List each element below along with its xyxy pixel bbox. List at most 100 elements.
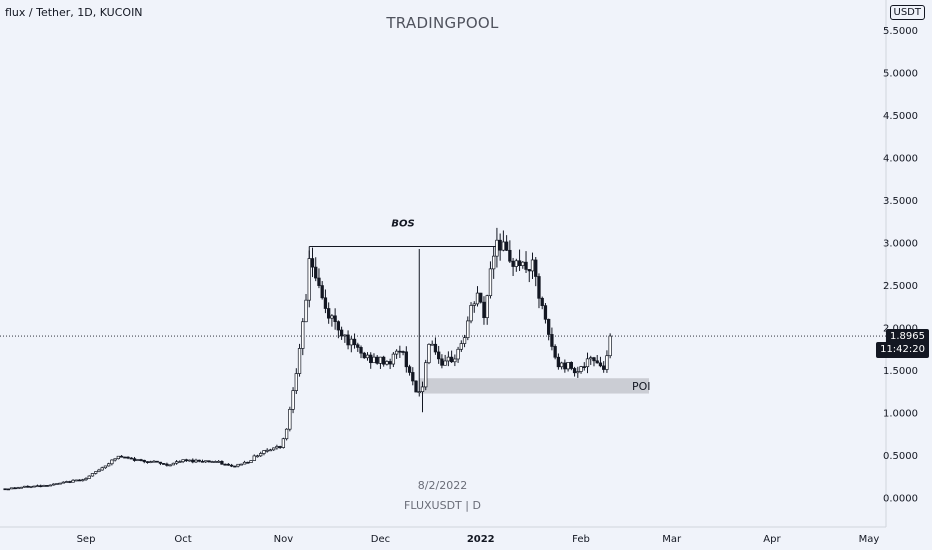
candle-body bbox=[58, 482, 62, 485]
candle-body bbox=[437, 351, 441, 360]
price-tick-label: 1.5000 bbox=[883, 366, 918, 377]
candle-body bbox=[126, 456, 130, 459]
candle-body bbox=[22, 485, 27, 488]
time-tick-label: May bbox=[859, 534, 880, 545]
candle-body bbox=[511, 260, 515, 267]
candle-body bbox=[16, 487, 20, 490]
poi-zone bbox=[419, 378, 649, 394]
candle-body bbox=[110, 459, 114, 465]
candle-body bbox=[556, 356, 561, 368]
candle-body bbox=[508, 249, 512, 262]
price-tick-label: 3.5000 bbox=[883, 196, 918, 207]
candle-body bbox=[352, 338, 357, 346]
candle-body bbox=[566, 362, 570, 370]
candle-body bbox=[100, 467, 104, 471]
candle-body bbox=[132, 458, 137, 461]
candle-body bbox=[453, 358, 457, 363]
candle-body bbox=[563, 362, 567, 370]
price-tick-label: 4.5000 bbox=[883, 111, 918, 122]
candle-body bbox=[32, 485, 36, 488]
candle-body bbox=[262, 450, 266, 454]
candle-body bbox=[35, 485, 40, 488]
candle-body bbox=[492, 255, 496, 270]
candle-body bbox=[87, 475, 91, 479]
candle-body bbox=[320, 285, 324, 299]
candle-body bbox=[336, 321, 341, 331]
candle-body bbox=[394, 350, 399, 355]
candle-body bbox=[278, 446, 282, 448]
candle-body bbox=[3, 488, 7, 491]
candle-body bbox=[236, 463, 240, 467]
candle-body bbox=[430, 343, 434, 346]
candle-body bbox=[479, 292, 483, 303]
candle-body bbox=[330, 315, 334, 319]
candle-body bbox=[152, 460, 156, 463]
candle-body bbox=[540, 297, 544, 306]
candle-body bbox=[229, 464, 234, 467]
candle-body bbox=[333, 315, 337, 322]
candle-body bbox=[343, 334, 347, 337]
candle-body bbox=[74, 479, 78, 482]
candle-body bbox=[81, 479, 85, 482]
price-tick-label: 0.0000 bbox=[883, 493, 918, 504]
candle-body bbox=[485, 295, 489, 319]
candle-body bbox=[385, 361, 389, 365]
candle-body bbox=[495, 239, 499, 257]
candle-body bbox=[404, 351, 408, 368]
candle-body bbox=[446, 356, 451, 362]
candle-body bbox=[13, 487, 17, 490]
candle-body bbox=[265, 449, 269, 452]
bos-label: BOS bbox=[391, 219, 414, 230]
candle-body bbox=[210, 461, 214, 463]
price-tick-label: 2.5000 bbox=[883, 281, 918, 292]
time-axis-ticks: Sep Oct Nov Dec 2022 Feb Mar Apr May bbox=[77, 534, 880, 545]
candle-body bbox=[362, 352, 366, 359]
candle-body bbox=[501, 241, 506, 251]
candle-body bbox=[608, 335, 612, 357]
candle-body bbox=[194, 459, 198, 463]
candle-body bbox=[576, 371, 580, 374]
candle-body bbox=[155, 460, 159, 463]
candle-body bbox=[113, 458, 117, 461]
currency-badge[interactable]: USDT bbox=[889, 5, 925, 20]
candle-body bbox=[223, 463, 227, 466]
candle-body bbox=[136, 459, 140, 461]
candle-body bbox=[178, 461, 182, 464]
candle-body bbox=[275, 446, 279, 449]
candle-body bbox=[168, 464, 172, 467]
price-tick-label: 3.0000 bbox=[883, 238, 918, 249]
time-tick-label: Apr bbox=[763, 534, 781, 545]
candle-body bbox=[187, 459, 192, 462]
candle-body bbox=[598, 362, 603, 367]
candle-body bbox=[45, 485, 49, 487]
candle-body bbox=[246, 461, 250, 464]
candle-body bbox=[517, 260, 522, 266]
time-tick-label: Nov bbox=[274, 534, 294, 545]
candle-body bbox=[307, 258, 311, 301]
candle-body bbox=[514, 260, 518, 267]
candle-body bbox=[9, 487, 14, 490]
candle-body bbox=[165, 463, 169, 466]
candle-body bbox=[314, 266, 318, 279]
candle-body bbox=[220, 461, 224, 465]
candle-body bbox=[116, 455, 121, 460]
candle-body bbox=[281, 438, 286, 448]
candle-body bbox=[521, 261, 525, 266]
symbol-title[interactable]: flux / Tether, 1D, KUCOIN bbox=[5, 6, 143, 19]
candle-body bbox=[550, 334, 554, 347]
candle-body bbox=[414, 380, 418, 393]
candle-body bbox=[401, 351, 405, 353]
candle-body bbox=[77, 479, 82, 482]
candle-body bbox=[174, 461, 179, 464]
candle-body bbox=[139, 459, 143, 461]
candle-body bbox=[252, 455, 256, 461]
price-tick-label: 2.0000 bbox=[883, 323, 918, 334]
candle-body bbox=[84, 478, 88, 481]
candle-body bbox=[498, 239, 502, 251]
candle-body bbox=[589, 357, 593, 360]
candle-body bbox=[375, 356, 379, 364]
candle-body bbox=[420, 386, 425, 393]
candle-body bbox=[272, 447, 276, 451]
candle-body bbox=[119, 455, 124, 458]
